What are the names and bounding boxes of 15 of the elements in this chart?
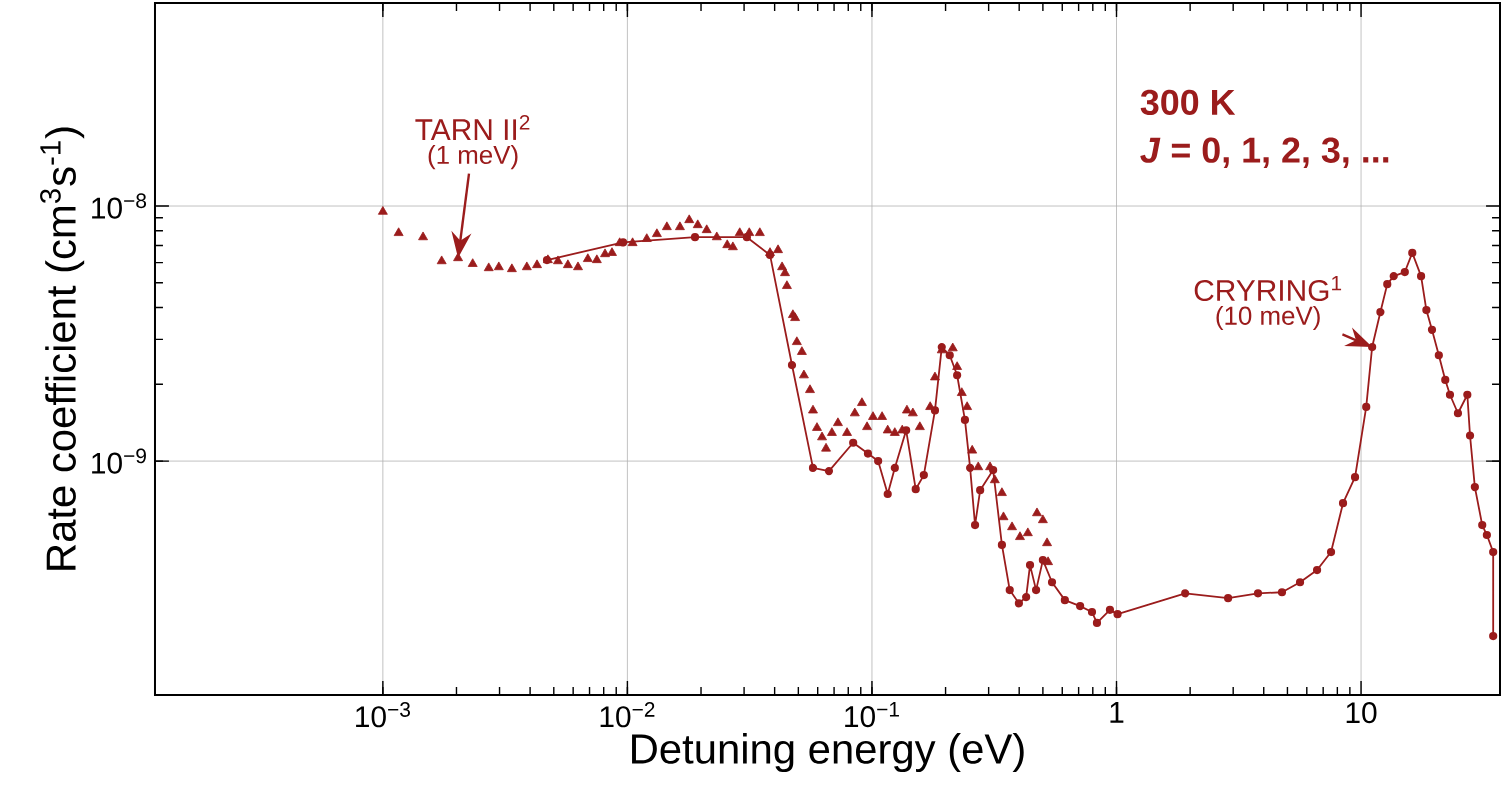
x-tick-label: 10$^{−3}$: [356, 702, 410, 728]
x-tick-label: 1: [1110, 702, 1124, 723]
x-tick-label: 10$^{−1}$: [845, 702, 899, 728]
annotation: 300 K: [1140, 89, 1236, 116]
annotation: (10 meV): [1216, 305, 1320, 331]
text: TARN II$^{2}$: [415, 114, 530, 140]
annotation: J = 0, 1, 2, 3, ...: [1140, 137, 1389, 169]
y-tick-label: 10$^{−8}$: [92, 193, 147, 219]
x-axis-title: Detuning energy (eV): [632, 733, 1024, 773]
x-tick-label: 10: [1346, 702, 1377, 724]
x-tick-label: 10$^{−2}$: [600, 702, 655, 728]
y-tick-label: 10$^{−9}$: [92, 448, 146, 474]
y-axis-title: Rate coefficient (cm$^{3}$s$^{-1}$): [40, 127, 85, 570]
series-label: CRYRING$^{1}$: [1194, 275, 1342, 302]
annotation: (1 meV): [428, 145, 518, 170]
